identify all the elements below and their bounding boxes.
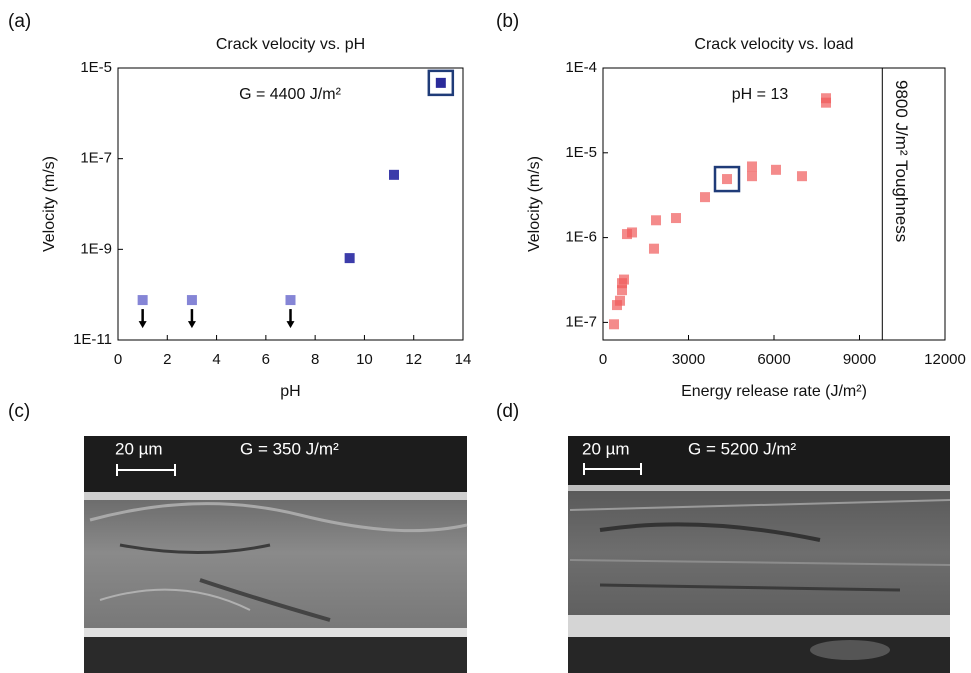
point bbox=[614, 295, 625, 306]
x-tick-label: 0 bbox=[599, 351, 607, 368]
point bbox=[770, 164, 781, 175]
y-axis-label: Velocity (m/s) bbox=[41, 156, 58, 252]
upper-limit-arrowhead bbox=[187, 321, 196, 329]
y-tick-label: 1E-7 bbox=[80, 150, 112, 167]
highlight-box bbox=[713, 165, 741, 193]
point bbox=[651, 215, 662, 226]
point bbox=[344, 253, 355, 264]
y-tick-label: 1E-6 bbox=[565, 229, 597, 246]
x-tick-label: 12 bbox=[405, 351, 422, 368]
point bbox=[609, 319, 620, 330]
point bbox=[746, 161, 757, 172]
x-axis-label: Energy release rate (J/m²) bbox=[681, 383, 867, 400]
scale-bar-label: 20 µm bbox=[115, 439, 163, 458]
point bbox=[627, 227, 638, 238]
x-tick-label: 3000 bbox=[672, 351, 705, 368]
panel-label: (a) bbox=[8, 11, 31, 32]
point bbox=[648, 243, 659, 254]
point bbox=[137, 295, 148, 306]
scale-bar-label: 20 µm bbox=[582, 439, 630, 458]
point bbox=[285, 295, 296, 306]
point bbox=[621, 229, 632, 240]
panel-label: (d) bbox=[496, 401, 519, 422]
panel-label: (c) bbox=[8, 401, 30, 422]
x-tick-label: 4 bbox=[212, 351, 220, 368]
point bbox=[746, 171, 757, 182]
highlight-box bbox=[427, 69, 455, 97]
x-tick-label: 8 bbox=[311, 351, 319, 368]
annotation: G = 4400 J/m² bbox=[239, 86, 341, 103]
point bbox=[389, 169, 399, 180]
y-tick-label: 1E-4 bbox=[565, 59, 597, 76]
chart-title: Crack velocity vs. pH bbox=[216, 36, 365, 53]
panel-label: (b) bbox=[496, 11, 519, 32]
point bbox=[700, 192, 711, 203]
y-tick-label: 1E-9 bbox=[80, 240, 112, 257]
y-tick-label: 1E-11 bbox=[73, 331, 112, 348]
x-tick-label: 14 bbox=[455, 351, 472, 368]
x-tick-label: 6000 bbox=[757, 351, 790, 368]
upper-limit-arrowhead bbox=[138, 321, 147, 329]
annotation: pH = 13 bbox=[732, 86, 789, 103]
point bbox=[821, 97, 832, 108]
x-tick-label: 0 bbox=[114, 351, 122, 368]
sem-image bbox=[568, 436, 951, 673]
plot-frame bbox=[117, 67, 464, 341]
image-annotation: G = 5200 J/m² bbox=[688, 439, 797, 458]
sem-image bbox=[84, 436, 468, 673]
x-tick-label: 6 bbox=[262, 351, 270, 368]
x-tick-label: 12000 bbox=[924, 351, 966, 368]
y-tick-label: 1E-5 bbox=[80, 59, 112, 76]
y-axis-label: Velocity (m/s) bbox=[526, 156, 543, 252]
chart-title: Crack velocity vs. load bbox=[694, 36, 853, 53]
x-tick-label: 2 bbox=[163, 351, 171, 368]
point bbox=[796, 171, 807, 182]
point bbox=[435, 77, 446, 88]
y-tick-label: 1E-5 bbox=[565, 144, 597, 161]
x-tick-label: 9000 bbox=[843, 351, 876, 368]
reference-label: 9800 J/m² Toughness bbox=[892, 80, 911, 242]
point bbox=[617, 285, 628, 296]
x-tick-label: 10 bbox=[356, 351, 373, 368]
point bbox=[619, 274, 630, 285]
point bbox=[722, 174, 733, 185]
x-axis-label: pH bbox=[280, 383, 300, 400]
point bbox=[186, 295, 197, 306]
point bbox=[670, 213, 681, 224]
y-tick-label: 1E-7 bbox=[565, 313, 597, 330]
image-annotation: G = 350 J/m² bbox=[240, 439, 339, 458]
upper-limit-arrowhead bbox=[286, 321, 295, 329]
